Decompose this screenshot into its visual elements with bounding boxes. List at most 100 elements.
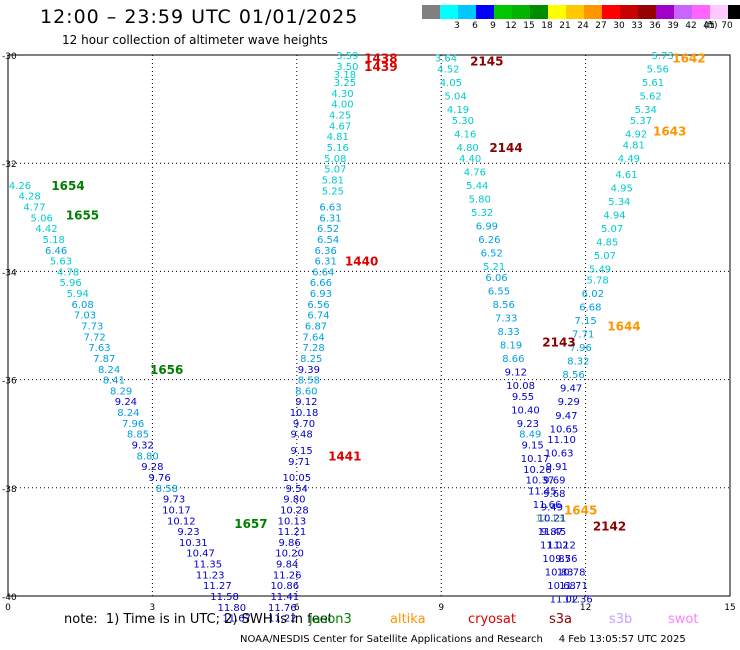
wave-height-value: 9.84 — [276, 560, 298, 571]
mission-label: s3b — [609, 612, 633, 627]
wave-height-value: 11.02 — [540, 541, 569, 552]
legend-label: 33 — [631, 21, 643, 31]
wave-height-value: 5.06 — [31, 213, 53, 224]
wave-height-value: 8.29 — [110, 386, 132, 397]
wave-height-value: 10.37 — [526, 476, 555, 487]
wave-height-value: 8.56 — [562, 370, 584, 381]
wave-height-value: 5.34 — [635, 105, 657, 116]
wave-height-value: 6.63 — [319, 202, 341, 213]
wave-height-value: 6.93 — [310, 289, 332, 300]
wave-height-value: 5.30 — [452, 116, 474, 127]
wave-height-value: 5.94 — [67, 289, 89, 300]
wave-height-value: 11.22 — [268, 614, 297, 625]
mission-label: jason3 — [309, 612, 352, 627]
wave-height-value: 3.25 — [334, 78, 356, 89]
legend-label: 45 — [703, 21, 715, 31]
legend-swatch — [656, 5, 674, 19]
legend-swatch — [602, 5, 620, 19]
wave-height-value: 11.27 — [203, 581, 232, 592]
wave-height-value: 8.85 — [127, 430, 149, 441]
legend-swatch — [458, 5, 476, 19]
pass-time-label: 1441 — [328, 449, 361, 463]
y-tick-label: -36 — [2, 377, 17, 387]
legend-swatch — [692, 5, 710, 19]
y-tick-label: -40 — [2, 593, 17, 603]
wave-height-value: 5.37 — [630, 116, 652, 127]
legend-label: 24 — [577, 21, 589, 31]
wave-height-value: 9.55 — [512, 392, 534, 403]
wave-height-value: 5.63 — [50, 257, 72, 268]
wave-height-value: 10.26 — [523, 465, 552, 476]
wave-height-value: 4.94 — [603, 211, 625, 222]
wave-height-value: 4.19 — [447, 105, 469, 116]
wave-height-value: 7.71 — [572, 330, 594, 341]
wave-height-value: 6.74 — [307, 311, 329, 322]
x-tick-label: 12 — [580, 603, 591, 613]
wave-height-value: 9.24 — [115, 397, 137, 408]
y-tick-label: -34 — [2, 268, 17, 278]
wave-height-value: 4.26 — [9, 181, 31, 192]
wave-height-value: 5.81 — [322, 175, 344, 186]
wave-height-value: 8.25 — [300, 354, 322, 365]
mission-label: s3a — [549, 612, 573, 627]
wave-height-value: 10.13 — [278, 516, 307, 527]
wave-height-value: 9.29 — [558, 397, 580, 408]
x-tick-label: 9 — [438, 603, 444, 613]
wave-height-value: 4.05 — [440, 78, 462, 89]
pass-time-label: 2144 — [489, 141, 522, 155]
x-tick-label: 3 — [150, 603, 156, 613]
wave-height-value: 7.87 — [93, 354, 115, 365]
wave-height-value: 8.32 — [567, 357, 589, 368]
wave-height-value: 6.87 — [305, 322, 327, 333]
wave-height-value: 9.47 — [555, 411, 577, 422]
pass-time-label: 2143 — [542, 336, 575, 350]
wave-height-value: 4.30 — [331, 89, 353, 100]
legend-swatch — [620, 5, 638, 19]
wave-height-value: 10.87 — [542, 554, 571, 565]
wave-height-value: 10.28 — [280, 505, 309, 516]
wave-height-value: 9.70 — [293, 419, 315, 430]
wave-height-value: 7.63 — [88, 343, 110, 354]
legend-swatch — [548, 5, 566, 19]
wave-height-value: 6.02 — [582, 289, 604, 300]
wave-height-value: 10.65 — [550, 424, 579, 435]
legend-swatch — [584, 5, 602, 19]
wave-height-value: 4.95 — [611, 184, 633, 195]
wave-height-value: 11.26 — [273, 570, 302, 581]
wave-height-value: 9.15 — [522, 441, 544, 452]
wave-height-value: 9.48 — [290, 430, 312, 441]
wave-height-value: 6.64 — [312, 267, 334, 278]
wave-height-value: 5.25 — [322, 186, 344, 197]
wave-height-value: 12.13 — [535, 514, 564, 525]
legend-swatch — [566, 5, 584, 19]
wave-height-value: 3.64 — [435, 54, 457, 65]
wave-height-value: 5.16 — [327, 143, 349, 154]
wave-height-value: 4.42 — [35, 224, 57, 235]
wave-height-value: 9.23 — [517, 419, 539, 430]
wave-height-value: 9.86 — [278, 538, 300, 549]
wave-height-value: 4.77 — [23, 202, 45, 213]
wave-height-value: 5.18 — [43, 235, 65, 246]
wave-height-value: 5.62 — [639, 92, 661, 103]
pass-time-label: 2142 — [593, 520, 626, 534]
map-title: 12:00 – 23:59 UTC 01/01/2025 — [40, 6, 359, 28]
wave-height-value: 5.73 — [651, 51, 673, 62]
legend-label: 70 — [721, 21, 733, 31]
legend-swatch — [494, 5, 512, 19]
wave-height-value: 9.91 — [546, 462, 568, 473]
wave-height-value: 7.03 — [74, 311, 96, 322]
wave-height-value: 6.31 — [315, 257, 337, 268]
wave-height-value: 11.12 — [547, 541, 576, 552]
plot-frame — [7, 54, 731, 597]
wave-height-value: 11.21 — [278, 527, 307, 538]
wave-height-value: 6.46 — [45, 246, 67, 257]
wave-height-value: 11.67 — [222, 614, 251, 625]
wave-height-value: 3.18 — [334, 70, 356, 81]
wave-height-value: 4.92 — [625, 129, 647, 140]
x-tick-label: 15 — [724, 603, 735, 613]
legend-label: 3 — [454, 21, 460, 31]
wave-height-value: 8.80 — [136, 451, 158, 462]
wave-height-value: 9.28 — [141, 462, 163, 473]
wave-height-value: 6.68 — [579, 303, 601, 314]
